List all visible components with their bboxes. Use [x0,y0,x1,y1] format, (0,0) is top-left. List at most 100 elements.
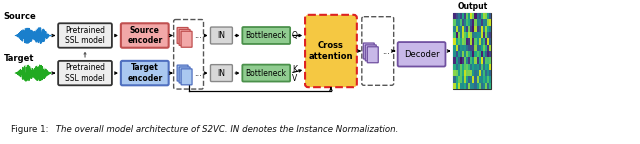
Bar [479,32,481,38]
Bar [487,19,489,26]
Bar [460,19,462,26]
FancyBboxPatch shape [211,65,232,82]
Bar [470,83,472,89]
Bar [487,64,489,70]
FancyBboxPatch shape [121,61,169,85]
Bar [466,83,468,89]
Text: ...: ... [195,31,202,40]
Bar [489,19,492,26]
Bar [466,45,468,51]
Bar [474,32,477,38]
Bar [453,38,456,45]
Bar [472,51,474,57]
Bar [479,57,481,64]
FancyBboxPatch shape [58,23,112,48]
Bar [472,64,474,70]
Bar [453,32,456,38]
Bar [477,76,479,83]
Bar [489,26,492,32]
Bar [483,64,485,70]
Bar [487,32,489,38]
FancyBboxPatch shape [243,65,290,82]
Bar [460,45,462,51]
Text: Decoder: Decoder [404,50,440,59]
FancyBboxPatch shape [177,28,188,43]
Bar [487,13,489,19]
Bar [460,76,462,83]
Bar [485,32,487,38]
Bar [470,57,472,64]
Bar [477,45,479,51]
Text: Bottleneck: Bottleneck [246,31,287,40]
Bar [464,51,466,57]
Text: Output: Output [457,2,488,11]
Text: ...: ... [195,69,202,78]
Bar [483,83,485,89]
Bar [485,70,487,76]
Text: V: V [292,74,298,83]
Text: ...: ... [381,47,390,55]
Bar [477,70,479,76]
Bar [479,70,481,76]
Bar [472,32,474,38]
Bar [481,45,483,51]
Bar [466,76,468,83]
Bar [481,64,483,70]
Bar [481,19,483,26]
FancyBboxPatch shape [397,42,445,67]
Bar [456,32,458,38]
FancyBboxPatch shape [179,29,190,45]
FancyBboxPatch shape [121,23,169,48]
Bar [477,19,479,26]
Bar [458,51,460,57]
Bar [466,19,468,26]
Text: Bottleneck: Bottleneck [246,69,287,78]
Bar [489,70,492,76]
Bar [453,51,456,57]
Bar [466,13,468,19]
Bar [481,26,483,32]
Bar [483,70,485,76]
Bar [456,38,458,45]
Bar [466,70,468,76]
Bar [470,26,472,32]
FancyBboxPatch shape [367,47,378,63]
Bar [468,26,470,32]
Bar [470,70,472,76]
Bar [458,19,460,26]
Bar [472,76,474,83]
Bar [487,76,489,83]
Bar [489,76,492,83]
Bar [456,45,458,51]
Bar [483,13,485,19]
Bar [462,26,464,32]
Bar [462,51,464,57]
Bar [472,83,474,89]
Text: Target
encoder: Target encoder [127,63,163,83]
Bar [456,57,458,64]
Bar [474,83,477,89]
Bar [453,64,456,70]
Bar [479,38,481,45]
Bar [489,57,492,64]
Bar [470,32,472,38]
Bar [460,32,462,38]
Bar [485,76,487,83]
FancyBboxPatch shape [181,69,192,85]
Bar [456,76,458,83]
Bar [470,45,472,51]
Bar [487,70,489,76]
Bar [458,13,460,19]
Bar [487,45,489,51]
FancyBboxPatch shape [58,61,112,85]
Bar [464,19,466,26]
Bar [466,51,468,57]
Bar [487,51,489,57]
Text: Cross
attention: Cross attention [308,41,353,61]
Bar [479,76,481,83]
Bar [477,51,479,57]
Bar [481,70,483,76]
Bar [453,70,456,76]
Bar [483,26,485,32]
Bar [460,38,462,45]
